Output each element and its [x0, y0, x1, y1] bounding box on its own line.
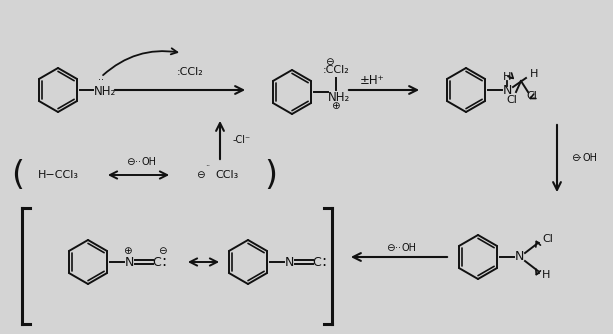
Text: :: :: [161, 255, 167, 270]
Text: ⊖: ⊖: [196, 170, 204, 180]
Text: OH: OH: [583, 153, 598, 163]
Text: :: :: [321, 255, 327, 270]
Text: :CCl₂: :CCl₂: [322, 65, 349, 75]
Text: H: H: [503, 72, 511, 82]
Text: ⊕: ⊕: [123, 246, 131, 256]
Text: ⊖: ⊖: [158, 246, 166, 256]
Text: H−CCl₃: H−CCl₃: [37, 170, 78, 180]
Text: CCl₃: CCl₃: [215, 170, 238, 180]
Text: ⊖: ⊖: [571, 153, 580, 163]
Text: H: H: [530, 69, 538, 79]
Text: N: N: [514, 250, 524, 264]
Text: ··: ··: [135, 157, 141, 167]
Text: OH: OH: [142, 157, 157, 167]
Text: OH: OH: [402, 243, 417, 253]
Text: N: N: [124, 256, 134, 269]
Text: NH₂: NH₂: [94, 85, 116, 98]
Text: ±H⁺: ±H⁺: [360, 73, 384, 87]
Text: Cl: Cl: [542, 234, 553, 244]
Text: ⊖: ⊖: [325, 57, 333, 67]
Text: C: C: [313, 256, 321, 269]
Text: ··: ··: [205, 163, 211, 171]
Text: ⊖: ⊖: [386, 243, 394, 253]
Text: N: N: [284, 256, 294, 269]
Text: Cl: Cl: [527, 91, 538, 101]
Text: N: N: [502, 84, 512, 97]
Text: H: H: [542, 270, 550, 280]
Text: ··: ··: [395, 243, 401, 253]
Text: Cl: Cl: [506, 95, 517, 105]
Text: C: C: [153, 256, 161, 269]
Text: ··: ··: [576, 153, 582, 163]
Text: ⊕: ⊕: [330, 101, 340, 111]
Text: (: (: [12, 159, 25, 191]
Text: NH₂: NH₂: [328, 91, 350, 104]
Text: ): ): [264, 159, 278, 191]
Text: ⊖: ⊖: [126, 157, 134, 167]
Text: -Cl⁻: -Cl⁻: [233, 135, 251, 145]
Text: ··: ··: [98, 75, 104, 85]
Text: :CCl₂: :CCl₂: [177, 67, 204, 77]
